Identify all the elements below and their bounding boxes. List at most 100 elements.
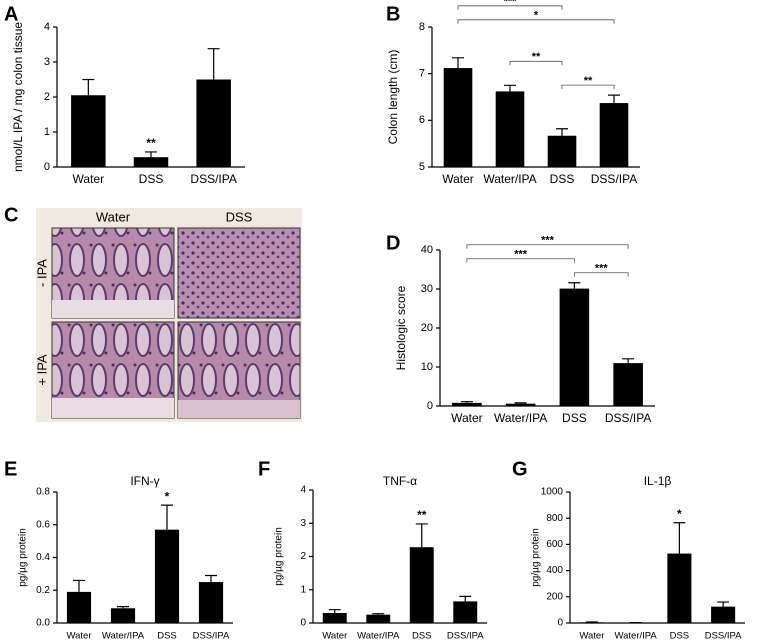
bar xyxy=(547,135,577,167)
bar xyxy=(711,606,736,623)
significance-bracket xyxy=(561,84,615,90)
significance-bracket xyxy=(457,5,563,10)
y-tick-label: 0 xyxy=(44,161,50,173)
y-tick-label: 2 xyxy=(44,91,50,103)
bar xyxy=(71,95,106,167)
error-bar xyxy=(415,523,428,548)
histology-muscle xyxy=(52,300,174,318)
significance-label: ** xyxy=(584,75,593,87)
y-tick-label: 0.6 xyxy=(36,519,50,530)
error-bar xyxy=(372,613,385,615)
x-tick-label: Water xyxy=(451,411,483,425)
x-tick-label: DSS xyxy=(670,631,690,640)
error-bar xyxy=(622,358,635,364)
significance-label: ** xyxy=(532,51,541,63)
bar xyxy=(409,547,434,623)
row-label: - IPA xyxy=(34,259,49,287)
y-tick-label: 2 xyxy=(300,551,306,562)
x-tick-label: DSS/IPA xyxy=(591,172,637,186)
x-tick-label: DSS xyxy=(157,631,177,640)
bar xyxy=(613,363,643,406)
y-tick-label: 1 xyxy=(300,584,306,595)
bar xyxy=(667,553,692,623)
y-tick-label: 40 xyxy=(421,244,433,256)
significance-label: *** xyxy=(514,249,528,261)
significance-label: *** xyxy=(595,263,609,275)
histology-muscle xyxy=(178,400,300,418)
x-tick-label: DSS xyxy=(412,631,432,640)
panel-label: B xyxy=(386,3,400,25)
error-bar xyxy=(608,94,620,104)
significance-label: * xyxy=(165,489,170,503)
bar xyxy=(599,103,629,167)
bar xyxy=(452,402,482,406)
y-tick-label: 0.0 xyxy=(36,618,50,629)
error-bar xyxy=(460,401,473,403)
error-bar xyxy=(459,595,472,602)
y-tick-label: 3 xyxy=(300,518,306,529)
error-bar xyxy=(556,128,568,136)
x-tick-label: DSS xyxy=(550,172,575,186)
column-label: DSS xyxy=(226,209,253,224)
bar xyxy=(366,614,391,623)
y-tick-label: 0 xyxy=(300,618,306,629)
y-tick-label: 0.8 xyxy=(36,487,50,498)
column-label: Water xyxy=(96,209,131,224)
y-tick-label: 30 xyxy=(421,283,433,295)
x-tick-label: Water xyxy=(442,172,474,186)
histology-muscle xyxy=(52,398,174,418)
error-bar xyxy=(717,601,730,607)
x-tick-label: Water xyxy=(579,631,604,640)
panel-label: A xyxy=(4,3,18,25)
bar xyxy=(133,157,169,167)
x-tick-label: DSS/IPA xyxy=(190,172,236,186)
y-axis-label: Colon length (cm) xyxy=(386,50,400,145)
panel-label: G xyxy=(512,458,528,480)
x-tick-label: Water xyxy=(67,631,92,640)
bar xyxy=(110,608,136,623)
x-tick-label: Water xyxy=(322,631,347,640)
y-tick-label: 7 xyxy=(419,68,425,80)
significance-label: *** xyxy=(541,235,555,247)
error-bar xyxy=(117,606,129,609)
significance-bracket xyxy=(457,19,615,24)
x-tick-label: DSS/IPA xyxy=(705,631,742,640)
y-tick-label: 5 xyxy=(419,161,425,173)
row-label: + IPA xyxy=(34,354,49,386)
panel-label: D xyxy=(386,232,400,254)
error-bar xyxy=(328,609,341,614)
x-tick-label: Water/IPA xyxy=(494,411,547,425)
y-tick-label: 20 xyxy=(421,322,433,334)
bar xyxy=(443,68,473,167)
x-tick-label: Water xyxy=(73,172,105,186)
significance-label: *** xyxy=(504,0,518,8)
error-bar xyxy=(205,574,217,583)
y-tick-label: 1 xyxy=(44,126,50,138)
y-tick-label: 800 xyxy=(546,513,563,524)
y-axis-label: Histologic score xyxy=(394,285,408,370)
y-tick-label: 0.4 xyxy=(36,552,50,563)
y-tick-label: 1000 xyxy=(541,487,564,498)
error-bar xyxy=(568,282,581,289)
y-tick-label: 4 xyxy=(44,21,50,33)
bar xyxy=(196,79,231,167)
x-tick-label: DSS/IPA xyxy=(447,631,484,640)
error-bar xyxy=(452,57,464,69)
histology-image xyxy=(177,227,301,319)
error-bar xyxy=(145,151,157,158)
panel-label: C xyxy=(4,204,18,226)
chart-title: IFN-γ xyxy=(130,474,159,488)
x-tick-label: DSS xyxy=(139,172,164,186)
x-tick-label: DSS/IPA xyxy=(605,411,651,425)
y-tick-label: 0.2 xyxy=(36,585,50,596)
error-bar xyxy=(161,504,173,530)
bar xyxy=(198,582,224,623)
panel-label: E xyxy=(4,458,17,480)
y-tick-label: 400 xyxy=(546,565,563,576)
bar xyxy=(453,601,478,623)
y-axis-label: pg/µg protein xyxy=(274,527,285,586)
significance-bracket xyxy=(509,60,563,66)
significance-label: * xyxy=(677,507,682,521)
significance-bracket xyxy=(466,244,629,249)
